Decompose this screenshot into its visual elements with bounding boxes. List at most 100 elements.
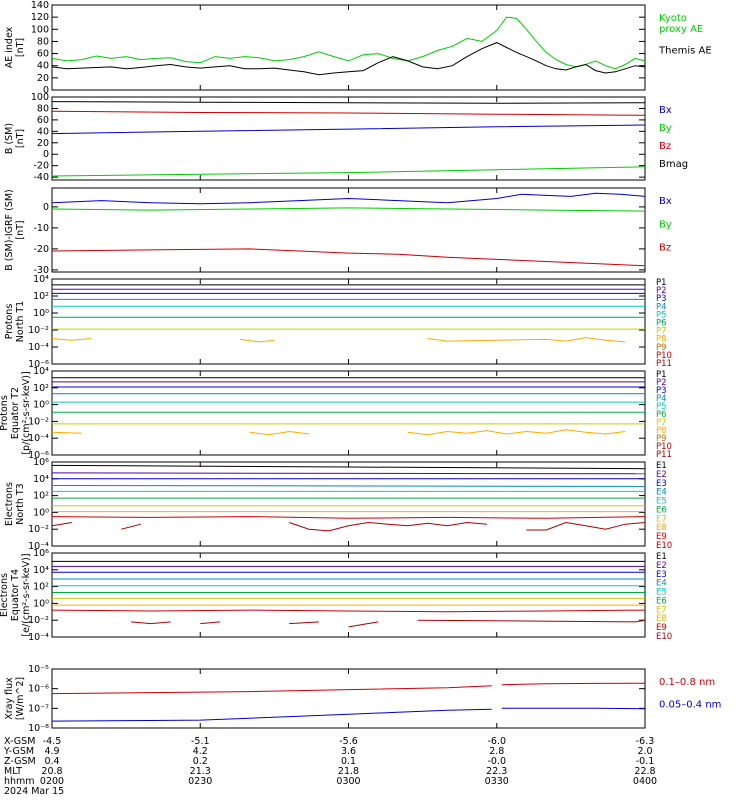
series-line-bz	[51, 110, 646, 116]
y-axis-label: Electrons	[4, 482, 15, 526]
legend-entry: E5	[656, 497, 667, 507]
series-line-e4	[51, 485, 646, 487]
y-tick-label: 20	[37, 138, 49, 149]
series-line-p8	[51, 429, 626, 436]
y-tick-label: 100	[31, 24, 49, 35]
series-line-e10	[51, 521, 646, 532]
legend-entry: P6	[656, 410, 667, 420]
y-tick-label: 10⁴	[33, 474, 49, 485]
legend-entry: P10	[656, 442, 672, 452]
x-axis-row-value: 4.9	[44, 746, 59, 757]
y-axis-label: Xray flux	[4, 677, 15, 720]
legend-entry: P2	[656, 286, 667, 296]
legend-entry: E8	[656, 614, 667, 624]
legend-entry: E6	[656, 505, 667, 515]
y-axis-label: [nT]	[15, 129, 26, 148]
y-tick-label: 10⁻²	[28, 325, 49, 336]
legend-entry: P9	[656, 434, 667, 444]
y-axis-label: [W/m^2]	[15, 677, 26, 720]
legend-entry: Bz	[659, 141, 671, 152]
legend-entry: E9	[656, 532, 667, 542]
panel-frame	[51, 668, 646, 729]
y-tick-label: 10⁻⁷	[28, 703, 49, 714]
legend-entry: P1	[656, 278, 667, 288]
x-axis-row-value: 2.0	[637, 746, 652, 757]
x-axis-row-value: -4.5	[43, 736, 62, 747]
x-axis-row-value: -0.0	[487, 756, 506, 767]
legend-entry: Bmag	[659, 159, 688, 170]
y-tick-label: -40	[33, 172, 49, 183]
y-tick-label: 120	[31, 12, 49, 23]
y-tick-label: 10⁶	[33, 457, 49, 468]
y-tick-label: -20	[33, 161, 49, 172]
y-tick-label: 10⁻²	[28, 416, 49, 427]
x-axis-row-value: 0.2	[193, 756, 208, 767]
panel-frame	[51, 4, 646, 91]
series-line-e2	[51, 472, 646, 475]
y-tick-label: 10⁶	[33, 548, 49, 559]
x-axis-row-value: 0400	[633, 776, 657, 787]
y-tick-label: 10⁻⁴	[28, 433, 49, 444]
y-tick-label: 10²	[33, 491, 49, 502]
y-tick-label: -20	[33, 244, 49, 255]
y-tick-label: 10⁻²	[28, 615, 49, 626]
y-tick-label: 10⁰	[33, 400, 49, 411]
legend-entry: P7	[656, 327, 667, 337]
x-axis-row-value: 3.6	[341, 746, 356, 757]
y-tick-label: 10⁻⁶	[28, 450, 49, 461]
panel-frame	[51, 187, 646, 273]
y-tick-label: 10⁻⁶	[28, 684, 49, 695]
legend-entry: E1	[656, 461, 667, 471]
y-axis-label: [p/(cm²-s-sr-keV)]	[21, 371, 32, 454]
x-axis-row-value: 0.1	[341, 756, 356, 767]
legend-entry: P3	[656, 294, 667, 304]
legend-entry: P11	[656, 359, 672, 369]
x-axis-row-value: 20.8	[41, 766, 62, 777]
legend-entry: E5	[656, 588, 667, 598]
y-axis-label: Equator T4	[10, 569, 21, 621]
legend-entry: proxy AE	[659, 24, 703, 35]
y-tick-label: 40	[37, 61, 49, 72]
legend-entry: Bx	[659, 196, 672, 207]
legend-entry: P1	[656, 370, 667, 380]
y-tick-label: 60	[37, 115, 49, 126]
y-tick-label: 10⁰	[33, 308, 49, 319]
legend-entry: E10	[656, 632, 672, 642]
y-tick-label: 0	[43, 85, 49, 96]
panel-frame	[51, 552, 646, 638]
legend-entry: P4	[656, 302, 667, 312]
legend-entry: P5	[656, 402, 667, 412]
y-tick-label: 40	[37, 126, 49, 137]
y-tick-label: 10⁰	[33, 598, 49, 609]
legend-entry: 0.1–0.8 nm	[659, 677, 715, 688]
y-tick-label: 10²	[33, 582, 49, 593]
y-tick-label: 10⁻⁸	[28, 723, 49, 734]
y-tick-label: 10⁻⁴	[28, 541, 49, 552]
legend-entry: Themis AE	[658, 46, 712, 57]
legend-entry: P5	[656, 310, 667, 320]
legend-entry: E7	[656, 605, 667, 615]
y-tick-label: 10⁻²	[28, 524, 49, 535]
y-axis-label: B (SM)	[4, 123, 15, 154]
y-tick-label: 0	[43, 149, 49, 160]
legend-entry: E2	[656, 561, 667, 571]
legend-entry: By	[659, 219, 672, 230]
series-line-bz	[51, 248, 646, 267]
y-tick-label: 80	[37, 103, 49, 114]
legend-entry: E2	[656, 470, 667, 480]
legend-entry: E3	[656, 570, 667, 580]
x-axis-row-value: 0300	[336, 776, 360, 787]
x-axis-row-value: 0.4	[44, 756, 59, 767]
y-tick-label: 10⁻⁴	[28, 342, 49, 353]
legend-entry: P8	[656, 335, 667, 345]
y-tick-label: 10²	[33, 291, 49, 302]
y-axis-label: B (SM)-IGRF (SM)	[4, 189, 15, 271]
x-axis-row-value: 22.8	[634, 766, 655, 777]
y-tick-label: 10⁴	[33, 274, 49, 285]
x-axis-row-value: 0230	[188, 776, 212, 787]
x-axis-row-label: X-GSM	[4, 736, 35, 747]
legend-entry: P9	[656, 343, 667, 353]
y-axis-label: Equator T2	[10, 387, 21, 439]
legend-entry: P11	[656, 450, 672, 460]
legend-entry: E9	[656, 623, 667, 633]
